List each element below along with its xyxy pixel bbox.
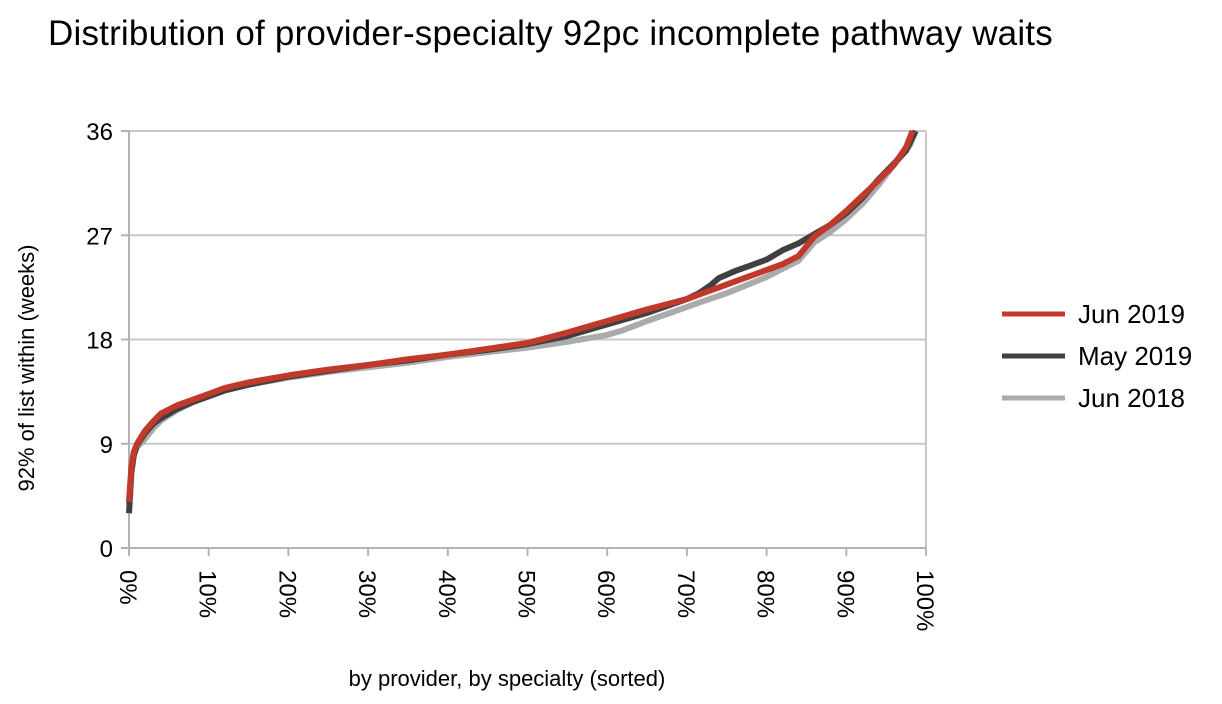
legend-label: Jun 2018 — [1078, 383, 1185, 413]
y-tick-labels: 0 9 18 27 36 — [86, 119, 113, 563]
x-tick-label: 50% — [513, 570, 540, 618]
x-tick-label: 20% — [273, 570, 300, 618]
series-line — [126, 129, 919, 505]
y-tick-label: 27 — [86, 223, 113, 250]
series-line — [126, 129, 916, 502]
x-tick-label: 80% — [752, 570, 779, 618]
x-tick-label: 10% — [194, 570, 221, 618]
x-tick-label: 40% — [433, 570, 460, 618]
y-tick-label: 9 — [100, 432, 113, 459]
x-tick-label: 30% — [353, 570, 380, 618]
x-tick-label: 60% — [592, 570, 619, 618]
y-axis-title: 92% of list within (weeks) — [14, 245, 39, 492]
legend-label: May 2019 — [1078, 341, 1192, 371]
y-tick-label: 18 — [86, 328, 113, 355]
legend-label: Jun 2019 — [1078, 299, 1185, 329]
x-axis-title: by provider, by specialty (sorted) — [349, 666, 666, 691]
x-tick-labels: 0% 10% 20% 30% 40% 50% 60% 70% 80% 90% 100% — [114, 570, 938, 631]
x-tick-label: 0% — [114, 570, 141, 605]
chart-title: Distribution of provider-specialty 92pc … — [48, 14, 1053, 53]
x-tick-label: 100% — [911, 570, 938, 631]
x-tick-label: 90% — [831, 570, 858, 618]
y-tick-label: 0 — [100, 536, 113, 563]
x-tick-label: 70% — [672, 570, 699, 618]
series-line — [126, 129, 919, 514]
gridlines — [129, 130, 926, 549]
series-lines — [126, 129, 919, 514]
y-tick-label: 36 — [86, 119, 113, 146]
legend: Jun 2019 May 2019 Jun 2018 — [1002, 299, 1192, 413]
